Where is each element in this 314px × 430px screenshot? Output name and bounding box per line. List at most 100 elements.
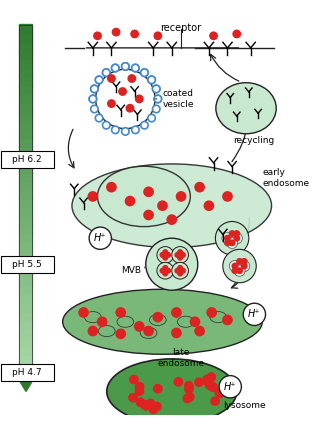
Circle shape [158,201,167,210]
FancyBboxPatch shape [1,151,54,168]
Bar [19,111,32,120]
Circle shape [204,201,214,210]
Ellipse shape [107,359,237,424]
Circle shape [148,114,155,122]
Circle shape [243,303,266,326]
Circle shape [111,64,119,72]
Circle shape [232,263,238,269]
Circle shape [79,308,88,317]
Bar [19,338,32,347]
Text: pH 5.5: pH 5.5 [12,260,42,269]
Bar [19,181,32,190]
Text: lysosome: lysosome [223,401,265,410]
Bar [19,346,32,356]
Bar [19,155,32,164]
Bar [19,77,32,86]
Bar [19,251,32,260]
Circle shape [172,246,188,263]
Circle shape [185,385,193,393]
Circle shape [203,375,211,384]
Circle shape [163,271,168,276]
Circle shape [95,114,103,122]
Circle shape [178,266,182,270]
Circle shape [234,236,240,241]
Circle shape [154,95,161,103]
Circle shape [222,233,233,244]
Circle shape [209,383,218,392]
Circle shape [122,63,129,70]
Bar [19,216,32,225]
Circle shape [126,104,134,112]
Circle shape [229,261,241,272]
Circle shape [160,252,165,257]
Bar [19,364,32,373]
Ellipse shape [149,314,166,326]
Circle shape [111,126,119,134]
Circle shape [136,398,145,406]
Circle shape [111,64,119,72]
Circle shape [175,252,180,257]
Circle shape [136,95,143,103]
Circle shape [223,315,232,325]
Bar [19,25,32,373]
Circle shape [91,105,98,113]
Bar [19,268,32,277]
Circle shape [178,271,182,276]
Circle shape [172,262,188,279]
Circle shape [142,402,150,410]
Circle shape [153,313,162,322]
Bar [19,224,32,233]
Bar [19,33,32,42]
Bar [19,137,32,147]
Bar [19,85,32,94]
Circle shape [172,308,181,317]
Ellipse shape [63,289,262,354]
Circle shape [234,231,240,237]
Circle shape [88,326,97,336]
Text: H⁺: H⁺ [94,233,106,243]
Circle shape [237,258,242,264]
Circle shape [195,326,204,336]
Circle shape [234,265,245,276]
Circle shape [131,30,138,38]
Text: late
endosome: late endosome [158,348,205,368]
Bar [19,355,32,364]
Circle shape [89,227,111,249]
Circle shape [122,63,129,70]
Circle shape [207,308,216,317]
Circle shape [186,393,194,401]
Circle shape [163,266,168,270]
Bar [19,129,32,138]
FancyArrow shape [16,371,36,391]
Circle shape [135,383,144,391]
Circle shape [88,192,97,201]
Circle shape [160,268,165,273]
Bar [19,190,32,199]
Bar [19,50,32,59]
Circle shape [144,326,153,336]
Circle shape [163,255,168,260]
Bar [19,24,32,34]
Circle shape [125,197,135,206]
Circle shape [237,268,242,273]
Circle shape [211,397,219,405]
Circle shape [172,328,181,338]
Circle shape [107,182,116,192]
Circle shape [132,64,139,72]
Circle shape [141,122,148,129]
Bar [19,286,32,295]
Text: pH 4.7: pH 4.7 [12,369,42,378]
Bar [19,329,32,338]
Bar [19,94,32,103]
Circle shape [153,85,160,92]
Circle shape [233,30,241,38]
Circle shape [148,76,155,83]
Circle shape [229,240,235,246]
Circle shape [225,240,230,246]
Bar [19,42,32,51]
Circle shape [174,378,182,386]
Ellipse shape [84,312,101,322]
Circle shape [122,128,129,135]
FancyBboxPatch shape [1,365,54,381]
Circle shape [166,252,171,257]
